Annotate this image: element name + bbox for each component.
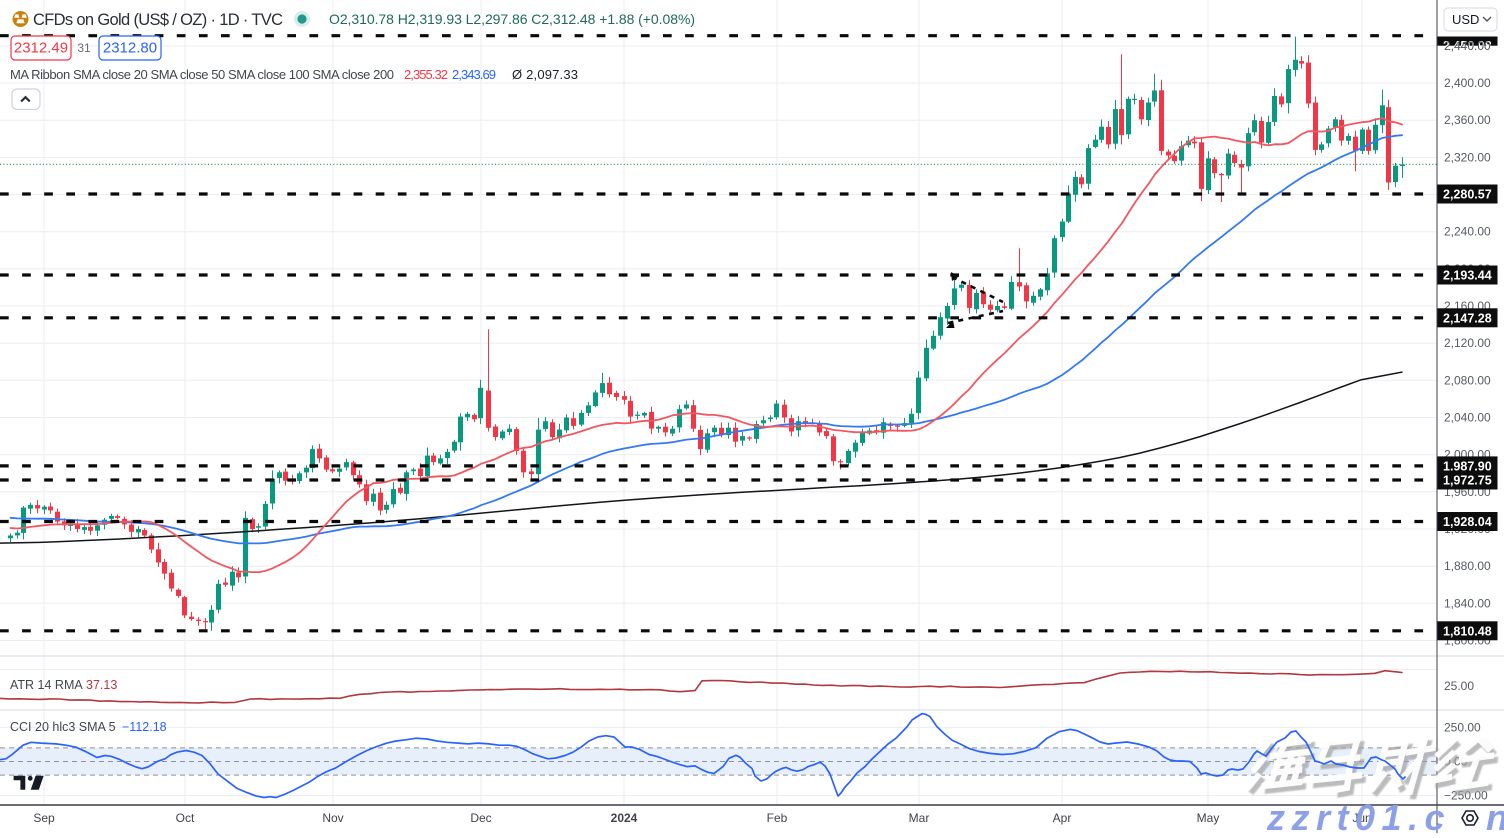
svg-text:2,320.00: 2,320.00 [1444,150,1491,164]
svg-text:MA Ribbon SMA close 20 SMA clo: MA Ribbon SMA close 20 SMA close 50 SMA … [10,67,394,82]
svg-text:1,987.90: 1,987.90 [1443,459,1492,473]
svg-text:2,147.28: 2,147.28 [1443,311,1492,325]
svg-text:2,400.00: 2,400.00 [1444,76,1491,90]
svg-text:2,343.69: 2,343.69 [452,67,496,82]
svg-text:2,280.57: 2,280.57 [1443,188,1492,202]
svg-text:2,355.32: 2,355.32 [404,67,448,82]
svg-text:1,880.00: 1,880.00 [1444,559,1491,573]
svg-text:1,928.04: 1,928.04 [1443,515,1492,529]
svg-text:Feb: Feb [767,811,788,825]
svg-text:25.00: 25.00 [1444,679,1474,693]
svg-text:2024: 2024 [611,811,638,825]
svg-text:Oct: Oct [176,811,195,825]
svg-text:1,972.75: 1,972.75 [1443,474,1492,488]
svg-text:2,080.00: 2,080.00 [1444,373,1491,387]
svg-text:Nov: Nov [322,811,343,825]
svg-text:2,240.00: 2,240.00 [1444,225,1491,239]
svg-text:CFDs on Gold (US$ / OZ) · 1D ·: CFDs on Gold (US$ / OZ) · 1D · TVC [33,11,283,29]
svg-text:May: May [1197,811,1220,825]
svg-text:1,840.00: 1,840.00 [1444,596,1491,610]
svg-text:2312.80: 2312.80 [103,40,157,57]
svg-text:2,193.44: 2,193.44 [1443,269,1492,283]
svg-text:zzrt01.c: zzrt01.c [1266,797,1451,833]
svg-text:ATR 14 RMA: ATR 14 RMA [10,678,83,692]
svg-text:USD: USD [1452,12,1479,27]
svg-text:CCI 20 hlc3 SMA 5: CCI 20 hlc3 SMA 5 [10,720,116,734]
svg-text:Sep: Sep [33,811,55,825]
svg-text:Apr: Apr [1053,811,1072,825]
svg-text:n: n [1486,797,1504,833]
svg-text:Ø 2,097.33: Ø 2,097.33 [512,67,578,82]
svg-text:2,120.00: 2,120.00 [1444,336,1491,350]
svg-text:2312.49: 2312.49 [14,40,68,57]
svg-text:2,360.00: 2,360.00 [1444,113,1491,127]
svg-text:1,810.48: 1,810.48 [1443,624,1492,638]
svg-text:−112.18: −112.18 [122,720,167,734]
svg-text:Jun: Jun [1352,811,1371,825]
svg-text:Dec: Dec [470,811,491,825]
svg-text:2,450.98: 2,450.98 [1443,39,1492,53]
svg-text:Mar: Mar [909,811,930,825]
svg-text:250.00: 250.00 [1444,720,1481,734]
svg-text:37.13: 37.13 [86,678,117,692]
svg-text:O2,310.78 H2,319.93 L2,297.8: O2,310.78 H2,319.93 L2,297.86 C2,312.48 … [329,11,695,27]
svg-text:31: 31 [77,41,91,55]
svg-text:2,040.00: 2,040.00 [1444,411,1491,425]
svg-text:2,440.00: 2,440.00 [1444,39,1491,53]
